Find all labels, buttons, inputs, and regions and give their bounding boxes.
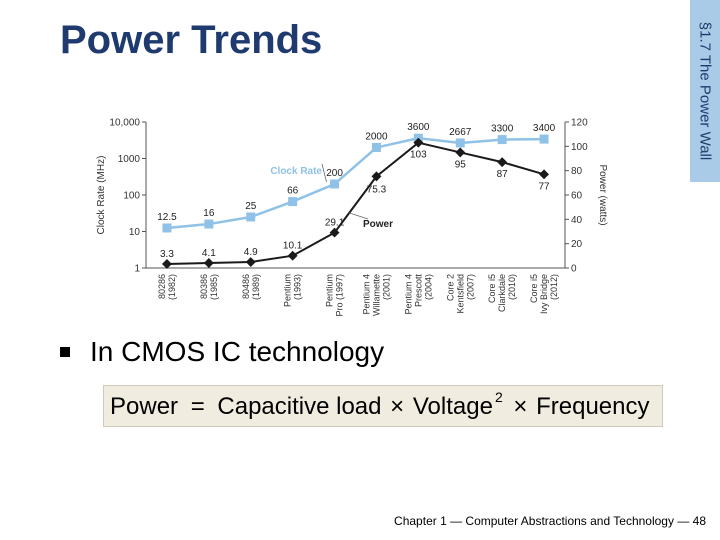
clock-rate-value-label: 66: [287, 186, 299, 197]
power-point: [539, 169, 549, 180]
formula-capacitive-load: Capacitive load: [217, 393, 382, 420]
power-value-label: 10.1: [283, 241, 303, 252]
x-tick-label: 80286(1982): [157, 274, 177, 300]
clock-rate-value-label: 12.5: [157, 212, 177, 223]
clock-rate-value-label: 200: [326, 168, 343, 179]
power-line: [166, 141, 545, 265]
right-tick-label: 40: [571, 215, 583, 226]
x-tick-label: Pentium(1993): [283, 274, 303, 307]
x-tick-label: Pentium 4Willamette(2001): [361, 274, 391, 316]
clock-rate-point: [330, 179, 340, 189]
clock-rate-series-label: Clock Rate: [270, 166, 322, 177]
power-callout-line: [349, 212, 369, 220]
clock-rate-line: [166, 136, 545, 230]
power-point: [287, 250, 298, 261]
clock-rate-point: [497, 135, 507, 145]
power-point: [162, 259, 172, 269]
power-point: [245, 257, 256, 267]
x-tick-label: PentiumPro (1997): [325, 274, 345, 317]
clock-rate-value-label: 16: [203, 208, 215, 219]
clock-rate-value-label: 3300: [491, 124, 514, 135]
power-value-label: 3.3: [160, 249, 174, 260]
left-tick-label: 100: [123, 191, 140, 202]
slide-footer: Chapter 1 — Computer Abstractions and Te…: [394, 514, 706, 528]
x-tick-label: 80486(1989): [241, 274, 261, 300]
power-point: [497, 157, 508, 168]
clock-rate-point: [371, 143, 381, 153]
left-tick-label: 1: [134, 264, 140, 275]
power-value-label: 75.3: [367, 184, 387, 195]
page-title: Power Trends: [60, 18, 323, 62]
right-tick-label: 20: [571, 239, 583, 250]
right-axis-title: Power (watts): [597, 164, 608, 225]
clock-rate-point: [162, 223, 172, 233]
power-point: [455, 147, 466, 158]
power-formula: Power = Capacitive load × Voltage 2 × Fre…: [103, 385, 663, 427]
clock-rate-point: [455, 138, 465, 148]
power-value-label: 4.1: [202, 248, 216, 259]
formula-times-1: ×: [390, 393, 405, 420]
clock-rate-point: [539, 134, 549, 144]
power-value-label: 4.9: [244, 247, 258, 258]
formula-equals: =: [190, 393, 205, 420]
clock-rate-point: [288, 197, 298, 207]
right-tick-label: 100: [571, 142, 588, 153]
power-value-label: 29.1: [325, 218, 345, 229]
left-axis-title: Clock Rate (MHz): [96, 156, 107, 235]
clock-rate-callout-line: [321, 163, 327, 183]
clock-rate-value-label: 2667: [449, 127, 472, 138]
x-tick-label: 80386(1985): [199, 274, 219, 300]
formula-times-2: ×: [513, 393, 528, 420]
power-series-label: Power: [363, 219, 393, 230]
left-tick-label: 10,000: [109, 118, 140, 129]
x-tick-label: Pentium 4Prescott(2004): [403, 274, 433, 315]
power-value-label: 95: [455, 159, 467, 170]
power-point: [203, 258, 214, 268]
clock-rate-point: [204, 219, 214, 229]
formula-power: Power: [110, 393, 179, 420]
formula-voltage: Voltage: [412, 393, 493, 420]
power-point: [329, 227, 340, 238]
bullet-text: In CMOS IC technology: [90, 336, 385, 367]
section-tab-label: §1.7 The Power Wall: [696, 21, 714, 161]
bullet-square-icon: [60, 347, 70, 357]
power-value-label: 103: [410, 150, 427, 161]
power-value-label: 77: [538, 181, 550, 192]
x-tick-label: Core i5Clarkdale(2010): [487, 274, 517, 312]
clock-rate-value-label: 2000: [365, 132, 388, 143]
formula-exponent: 2: [494, 389, 503, 405]
clock-rate-value-label: 25: [245, 201, 257, 212]
x-tick-label: Core i5Ivy Bridge(2012): [529, 274, 559, 314]
power-value-label: 87: [497, 169, 509, 180]
clock-rate-point: [246, 212, 256, 222]
clock-rate-value-label: 3400: [533, 123, 556, 134]
right-tick-label: 80: [571, 166, 583, 177]
power-clock-chart: 1 10 100 1000 10,000 0 20 40 60 80 100 120 Clock Rat…: [96, 118, 608, 317]
right-tick-label: 60: [571, 191, 583, 202]
clock-rate-value-label: 3600: [407, 122, 430, 133]
formula-frequency: Frequency: [536, 393, 650, 420]
right-tick-label: 0: [571, 264, 577, 275]
right-tick-label: 120: [571, 118, 588, 129]
left-tick-label: 10: [129, 227, 141, 238]
left-tick-label: 1000: [118, 154, 141, 165]
section-tab: [690, 0, 720, 182]
x-tick-label: Core 2Kentsfield(2007): [445, 274, 475, 314]
